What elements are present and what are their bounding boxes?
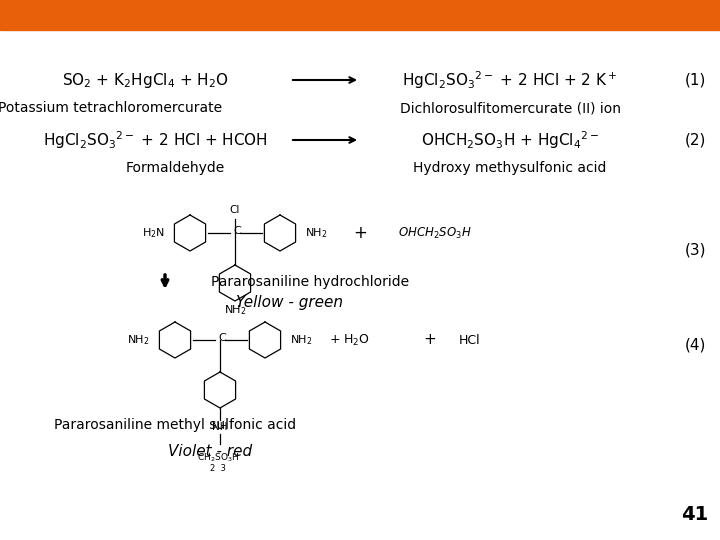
Text: (2): (2) — [684, 132, 706, 147]
Text: Pararosaniline methyl sulfonic acid: Pararosaniline methyl sulfonic acid — [54, 418, 296, 432]
Text: (4): (4) — [684, 338, 706, 353]
Text: Yellow - green: Yellow - green — [236, 294, 343, 309]
Text: C: C — [218, 333, 226, 343]
Text: Formaldehyde: Formaldehyde — [125, 161, 225, 175]
Text: Cl: Cl — [230, 205, 240, 215]
Text: NH$_2$: NH$_2$ — [305, 226, 328, 240]
Text: 2  3: 2 3 — [210, 464, 226, 473]
Text: SO$_2$ + K$_2$HgCl$_4$ + H$_2$O: SO$_2$ + K$_2$HgCl$_4$ + H$_2$O — [62, 71, 228, 90]
Text: Dichlorosulfitomercurate (II) ion: Dichlorosulfitomercurate (II) ion — [400, 101, 621, 115]
Text: H$_2$N: H$_2$N — [142, 226, 165, 240]
Text: OHCH$_2$SO$_3$H + HgCl$_4$$^{2-}$: OHCH$_2$SO$_3$H + HgCl$_4$$^{2-}$ — [421, 129, 599, 151]
Text: NH$_2$: NH$_2$ — [127, 333, 150, 347]
Text: Hydroxy methysulfonic acid: Hydroxy methysulfonic acid — [413, 161, 607, 175]
Text: CH$_2$SO$_3$H: CH$_2$SO$_3$H — [197, 452, 239, 464]
Text: Pararosaniline hydrochloride: Pararosaniline hydrochloride — [211, 275, 409, 289]
Text: 41: 41 — [681, 505, 708, 524]
Text: +: + — [353, 224, 367, 242]
Text: NH$_2$: NH$_2$ — [224, 303, 246, 317]
Text: C: C — [233, 226, 241, 236]
Text: OHCH$_2$SO$_3$H: OHCH$_2$SO$_3$H — [398, 226, 472, 240]
Text: Potassium tetrachloromercurate: Potassium tetrachloromercurate — [0, 101, 222, 115]
Text: + H$_2$O: + H$_2$O — [330, 333, 371, 348]
Text: HgCl$_2$SO$_3$$^{2-}$ + 2 HCl + 2 K$^+$: HgCl$_2$SO$_3$$^{2-}$ + 2 HCl + 2 K$^+$ — [402, 69, 618, 91]
Bar — [0, 0, 720, 30]
Text: NH$_2$: NH$_2$ — [290, 333, 312, 347]
Text: NH: NH — [212, 422, 228, 432]
Text: (3): (3) — [684, 242, 706, 258]
Text: +: + — [423, 333, 436, 348]
Text: (1): (1) — [684, 72, 706, 87]
Text: HCl: HCl — [459, 334, 481, 347]
Text: HgCl$_2$SO$_3$$^{2-}$ + 2 HCl + HCOH: HgCl$_2$SO$_3$$^{2-}$ + 2 HCl + HCOH — [42, 129, 267, 151]
Text: Violet - red: Violet - red — [168, 444, 252, 460]
